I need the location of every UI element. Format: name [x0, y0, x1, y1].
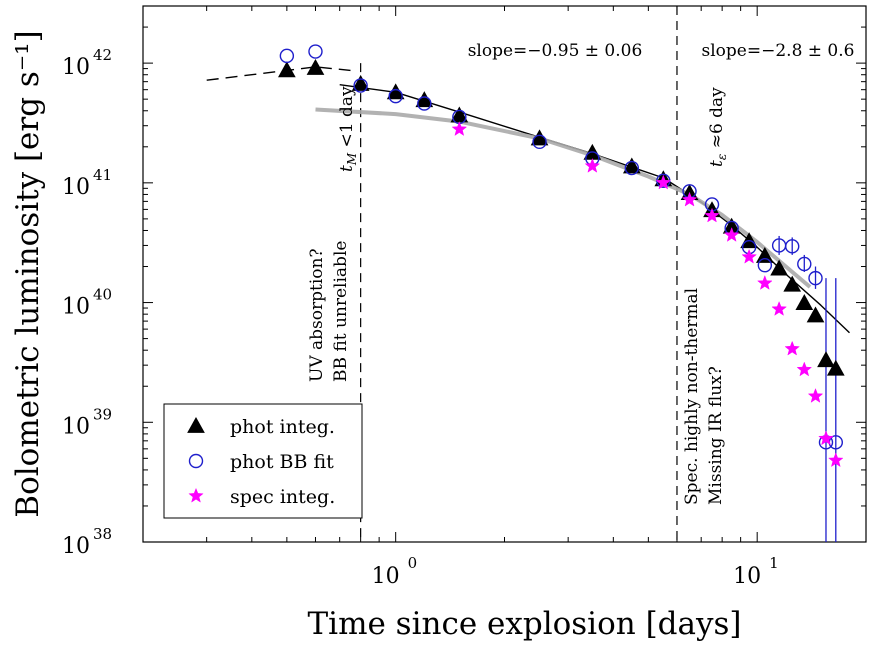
- point-circle: [808, 270, 823, 286]
- point-circle: [624, 160, 640, 176]
- bb-fit-unreliable-note: BB fit unreliable: [331, 241, 351, 382]
- y-axis-label: Bolometric luminosity [erg s⁻¹]: [10, 30, 46, 517]
- y-tick-label-exponent: 38: [93, 525, 112, 543]
- point-circle: [785, 239, 800, 254]
- slope-left-label: slope=−0.95 ± 0.06: [468, 41, 643, 61]
- point-triangle: [351, 74, 370, 91]
- point-star: [741, 248, 757, 264]
- point-star: [451, 121, 468, 136]
- annotations-layer: slope=−0.95 ± 0.06 slope=−2.8 ± 0.6tM <1 …: [307, 41, 854, 505]
- t-epsilon-symbol: t: [707, 160, 727, 167]
- y-tick-label-exponent: 42: [93, 46, 112, 64]
- y-tick-label: 10: [62, 175, 90, 200]
- legend-marker-star: [188, 487, 204, 503]
- uv-absorption-note: UV absorption?: [307, 248, 327, 382]
- legend-label: spec integ.: [230, 486, 335, 508]
- y-tick-label-exponent: 41: [93, 166, 112, 184]
- y-tick-label-exponent: 39: [93, 405, 112, 423]
- x-tick-label: 10: [372, 564, 400, 589]
- point-triangle: [755, 246, 774, 263]
- point-triangle: [817, 351, 835, 368]
- point-triangle: [806, 306, 825, 323]
- point-star: [655, 174, 672, 190]
- legend-marker-triangle: [187, 416, 205, 433]
- x-tick-label-exponent: 1: [769, 554, 779, 572]
- point-triangle: [306, 58, 325, 75]
- spec-non-thermal-note: Spec. highly non-thermal: [682, 288, 702, 505]
- y-tick-label: 10: [62, 295, 90, 320]
- point-star: [771, 301, 787, 316]
- point-triangle: [278, 61, 296, 78]
- point-star: [723, 226, 740, 242]
- point-star: [784, 340, 800, 356]
- y-tick-label: 10: [62, 55, 90, 80]
- point-triangle: [415, 91, 434, 108]
- slope-right-label: slope=−2.8 ± 0.6: [702, 41, 855, 61]
- point-circle: [797, 256, 812, 272]
- point-star: [704, 207, 720, 223]
- point-circle: [308, 44, 323, 59]
- point-circle: [532, 134, 547, 150]
- point-star: [796, 361, 813, 377]
- t-epsilon-value: ≈6 day: [707, 87, 727, 154]
- t-m-subscript: M: [345, 152, 359, 166]
- point-triangle: [783, 275, 802, 292]
- point-triangle: [622, 157, 641, 174]
- point-circle: [757, 258, 773, 273]
- x-tick-label-exponent: 0: [408, 554, 418, 572]
- y-tick-label-exponent: 40: [93, 286, 112, 304]
- point-triangle: [826, 359, 845, 376]
- missing-ir-note: Missing IR flux?: [706, 366, 726, 505]
- point-star: [818, 430, 834, 446]
- legend-label: phot integ.: [230, 416, 335, 438]
- line-power-law-fit: [339, 84, 850, 334]
- line-model-gray: [315, 107, 812, 289]
- t-m-symbol: t: [337, 165, 357, 172]
- y-tick-label: 10: [62, 534, 90, 559]
- x-axis-label: Time since explosion [days]: [307, 606, 741, 642]
- point-circle: [417, 96, 432, 111]
- x-tick-label: 10: [733, 564, 761, 589]
- point-circle: [388, 88, 403, 104]
- t-epsilon-subscript: ε: [715, 154, 729, 160]
- point-star: [757, 274, 773, 290]
- point-circle: [353, 78, 368, 93]
- t-m-value: <1 day: [337, 86, 357, 153]
- point-circle: [279, 48, 295, 64]
- t-m-label: tM <1 day: [337, 86, 359, 172]
- legend-label: phot BB fit: [230, 451, 334, 473]
- legend: phot integ. phot BB fit spec integ.: [163, 403, 363, 519]
- t-epsilon-label: tε ≈6 day: [707, 87, 729, 167]
- data-points-layer: [278, 44, 845, 468]
- line-early-extrapolation: [206, 66, 351, 81]
- point-triangle: [770, 259, 788, 276]
- legend-marker-circle: [188, 453, 204, 469]
- point-star: [681, 191, 698, 207]
- point-star: [828, 452, 844, 468]
- point-star: [807, 387, 824, 403]
- point-star: [584, 157, 601, 173]
- point-triangle: [795, 294, 814, 310]
- y-tick-label: 10: [62, 414, 90, 439]
